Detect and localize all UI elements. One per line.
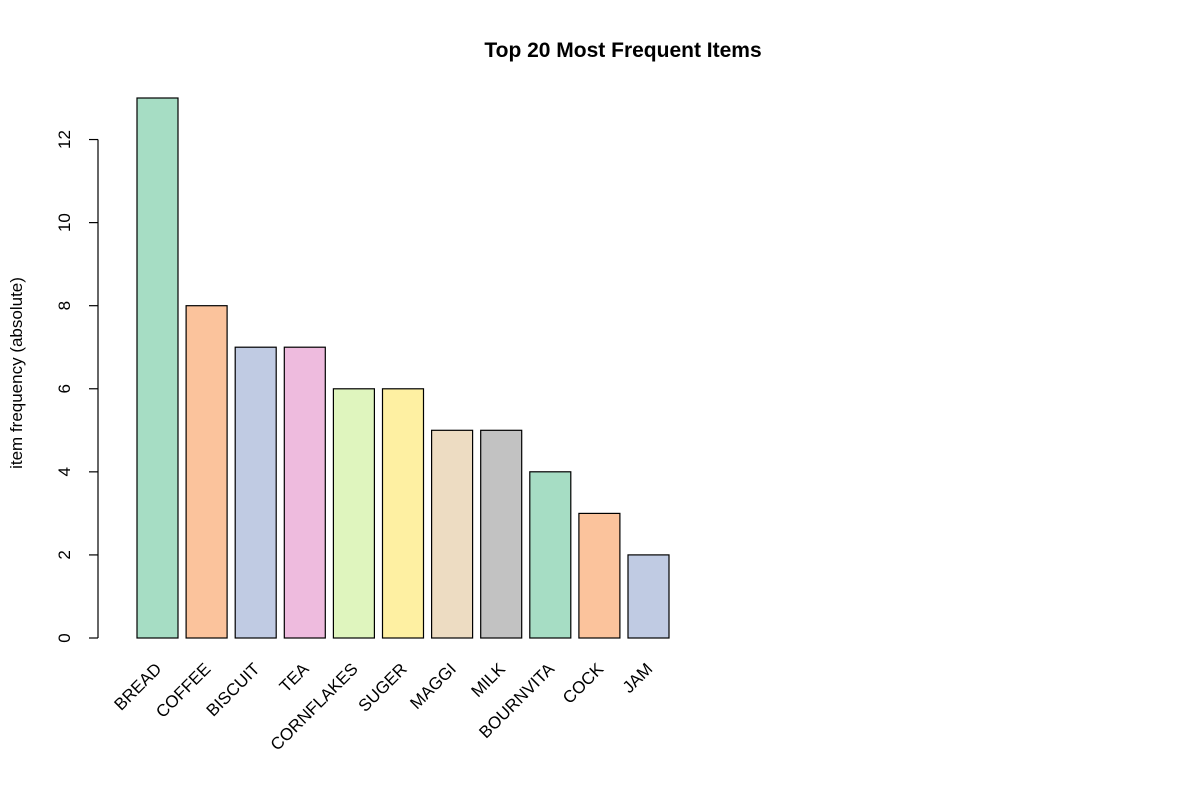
bars-group <box>136 97 670 639</box>
bar-cornflakes <box>332 388 375 639</box>
y-tick-label: 10 <box>55 213 74 232</box>
bar-jam <box>627 554 670 639</box>
chart-title: Top 20 Most Frequent Items <box>484 39 761 62</box>
y-tick-label: 8 <box>55 301 74 310</box>
bar-biscuit <box>234 346 277 639</box>
y-tick-label: 6 <box>55 384 74 393</box>
x-tick-label-jam: JAM <box>619 659 656 696</box>
y-tick-label: 4 <box>55 467 74 476</box>
bar-tea <box>283 346 326 639</box>
bar-cock <box>578 512 621 639</box>
bar-maggi <box>431 429 474 639</box>
y-axis-label: item frequency (absolute) <box>7 277 26 469</box>
bar-coffee <box>185 305 228 639</box>
y-tick-label: 0 <box>55 633 74 642</box>
x-tick-label-milk: MILK <box>468 659 510 701</box>
x-tick-label-maggi: MAGGI <box>406 659 460 713</box>
bar-bread <box>136 97 179 639</box>
bar-milk <box>480 429 523 639</box>
x-tick-label-tea: TEA <box>276 659 313 696</box>
y-axis: 0 2 4 6 8 10 12 <box>55 130 99 643</box>
bar-bournvita <box>529 471 572 639</box>
x-tick-label-biscuit: BISCUIT <box>203 659 264 720</box>
x-tick-label-cock: COCK <box>559 659 608 708</box>
bar-suger <box>381 388 425 639</box>
y-tick-label: 12 <box>55 130 74 149</box>
y-tick-label: 2 <box>55 550 74 559</box>
x-tick-label-cornflakes: CORNFLAKES <box>267 659 362 754</box>
x-tick-label-coffee: COFFEE <box>152 659 214 721</box>
x-tick-label-suger: SUGER <box>355 659 411 715</box>
